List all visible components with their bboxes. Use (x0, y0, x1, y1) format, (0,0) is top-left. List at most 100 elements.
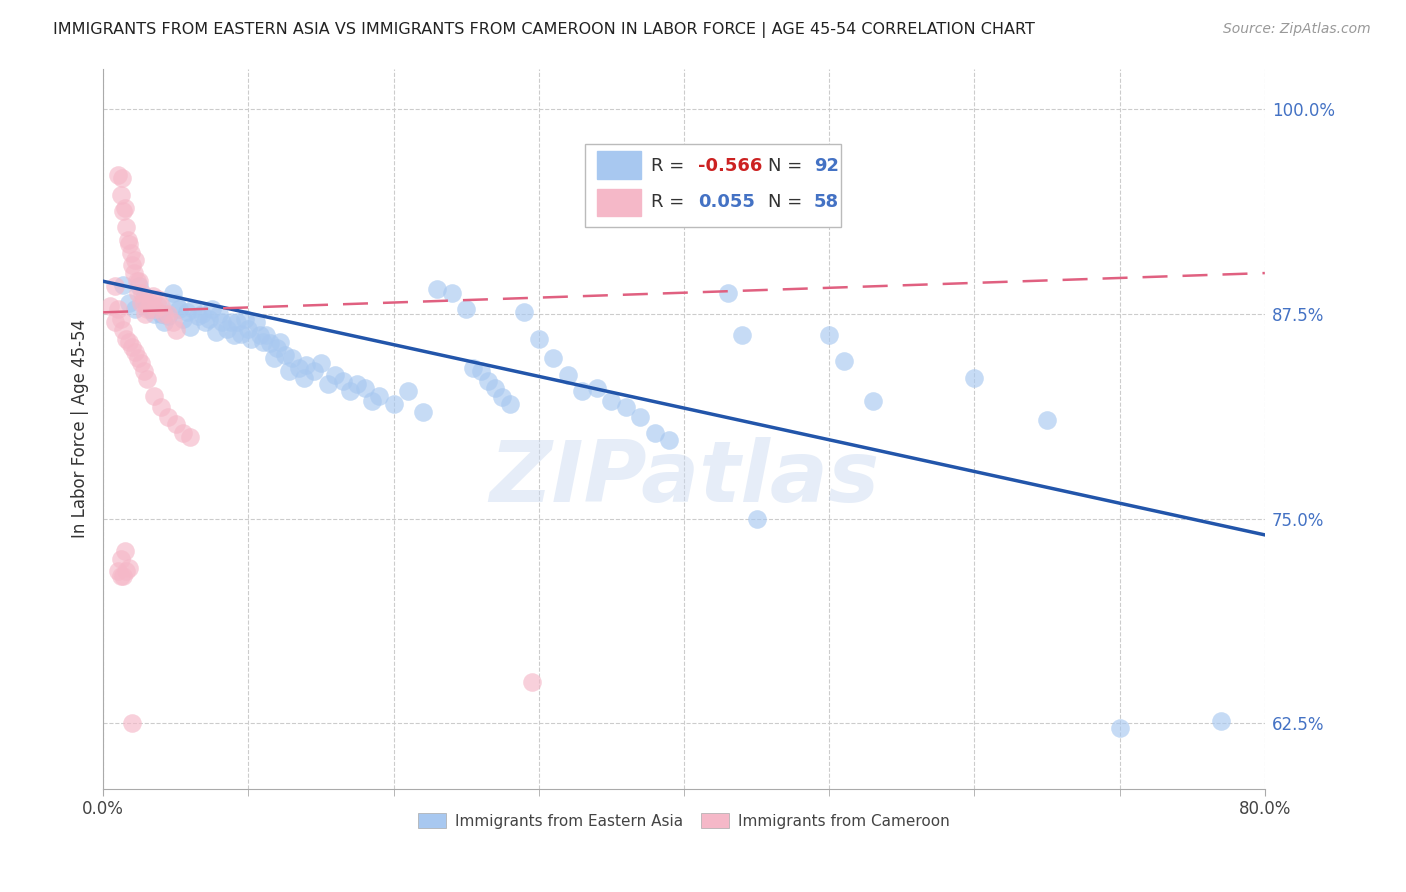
Point (107, 564, 129, 578)
Point (353, 381, 375, 395)
Point (269, 334, 291, 349)
Point (219, 315, 242, 329)
Point (115, 220, 138, 235)
Point (716, 285, 738, 300)
Text: R =: R = (651, 157, 690, 175)
Point (412, 405, 434, 419)
Point (135, 299, 157, 313)
Point (198, 311, 221, 326)
Point (832, 354, 855, 368)
Point (862, 393, 884, 408)
Point (150, 401, 173, 415)
Point (121, 258, 143, 272)
Point (167, 301, 190, 316)
Point (100, 299, 122, 313)
Point (172, 426, 194, 441)
Point (1108, 721, 1130, 735)
Y-axis label: In Labor Force | Age 45-54: In Labor Force | Age 45-54 (72, 319, 89, 538)
FancyBboxPatch shape (596, 152, 641, 178)
Point (153, 307, 176, 321)
Point (132, 291, 155, 305)
Text: ZIPatlas: ZIPatlas (489, 437, 879, 520)
Point (114, 201, 136, 215)
Point (440, 285, 463, 300)
Text: 0.055: 0.055 (697, 193, 755, 211)
Point (107, 168, 129, 182)
Point (463, 361, 485, 376)
Point (628, 410, 651, 425)
Point (134, 307, 156, 321)
Point (129, 295, 152, 310)
Point (172, 311, 194, 326)
Point (157, 307, 180, 321)
Point (259, 336, 281, 351)
Point (121, 340, 143, 354)
Point (520, 675, 543, 690)
Point (278, 364, 301, 378)
Point (112, 569, 135, 583)
Point (585, 381, 607, 395)
Point (165, 295, 187, 310)
Point (1036, 413, 1059, 427)
Point (110, 569, 132, 583)
Point (110, 552, 132, 566)
Point (124, 252, 146, 267)
Point (157, 309, 180, 323)
Point (240, 332, 263, 346)
Point (557, 368, 579, 382)
Point (141, 289, 163, 303)
Point (118, 560, 141, 574)
Point (644, 426, 666, 441)
Point (346, 377, 368, 392)
Point (153, 315, 176, 329)
Text: IMMIGRANTS FROM EASTERN ASIA VS IMMIGRANTS FROM CAMEROON IN LABOR FORCE | AGE 45: IMMIGRANTS FROM EASTERN ASIA VS IMMIGRAN… (53, 22, 1035, 38)
Point (302, 364, 325, 378)
Point (382, 397, 405, 411)
Point (186, 309, 208, 323)
Point (332, 374, 354, 388)
Point (571, 384, 593, 398)
Point (129, 356, 152, 370)
Point (115, 332, 138, 346)
Point (316, 377, 339, 392)
Point (818, 328, 841, 343)
Point (614, 401, 637, 415)
Legend: Immigrants from Eastern Asia, Immigrants from Cameroon: Immigrants from Eastern Asia, Immigrants… (412, 806, 956, 835)
Point (148, 292, 170, 306)
Text: N =: N = (768, 193, 807, 211)
Point (162, 285, 184, 300)
Point (201, 301, 224, 316)
Point (112, 203, 135, 218)
Point (114, 544, 136, 558)
Text: -0.566: -0.566 (697, 157, 762, 175)
Point (484, 381, 506, 395)
Point (110, 187, 132, 202)
Point (132, 364, 155, 378)
Text: N =: N = (768, 157, 807, 175)
Point (128, 279, 150, 293)
Point (368, 389, 391, 403)
Point (249, 328, 271, 343)
Point (128, 274, 150, 288)
Point (142, 307, 165, 321)
Point (110, 311, 132, 326)
Point (122, 266, 145, 280)
Point (288, 361, 311, 376)
Point (112, 277, 135, 292)
Point (491, 391, 513, 405)
Point (211, 315, 233, 329)
Point (292, 371, 315, 385)
Point (208, 307, 231, 321)
Point (138, 301, 160, 316)
Point (118, 334, 141, 349)
Point (245, 315, 267, 329)
Point (658, 433, 681, 447)
Point (499, 397, 522, 411)
Point (135, 372, 157, 386)
Text: R =: R = (651, 193, 690, 211)
Text: 92: 92 (814, 157, 839, 175)
Point (470, 364, 492, 378)
Point (176, 305, 198, 319)
Point (745, 511, 768, 525)
Point (235, 311, 257, 326)
